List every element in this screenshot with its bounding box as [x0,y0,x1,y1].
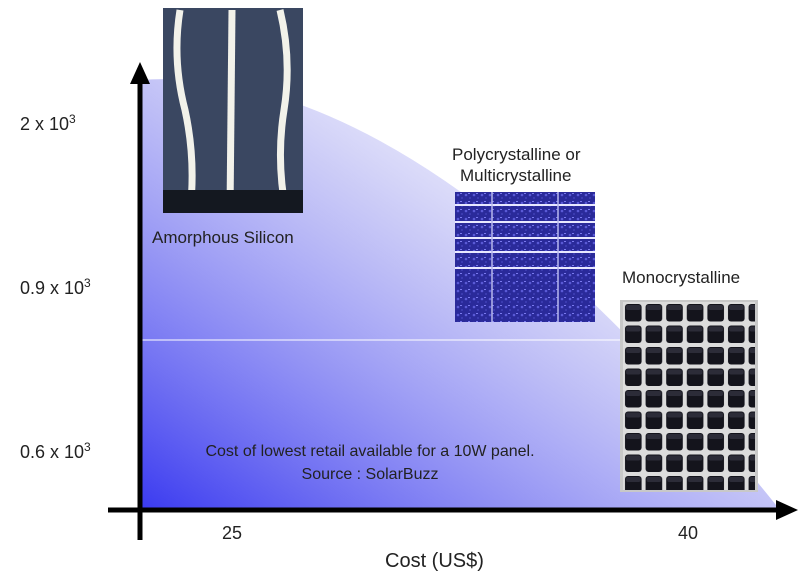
y-axis-arrow [130,62,150,84]
label-amorphous-silicon: Amorphous Silicon [152,228,294,247]
x-tick-25: 25 [222,523,243,543]
x-tick-40: 40 [678,523,699,543]
monocrystalline-image [620,300,758,492]
y-tick-0.9x10^3: 0.9 x 103 [20,276,91,298]
x-axis-label: Cost (US$) [385,550,484,572]
note-line-2: Source : SolarBuzz [301,466,439,483]
source-note: Cost of lowest retail available for a 10… [140,440,600,486]
x-axis-arrow [776,500,798,520]
label-polycrystalline: Polycrystalline or [452,145,581,164]
y-tick-2x10^3: 2 x 103 [20,112,76,134]
amorphous-silicon-image [163,8,303,213]
label-monocrystalline: Monocrystalline [622,268,741,287]
note-line-1: Cost of lowest retail available for a 10… [205,443,535,460]
y-tick-0.6x10^3: 0.6 x 103 [20,440,91,462]
polycrystalline-image [455,192,595,322]
label-multicrystalline: Multicrystalline [460,166,572,185]
